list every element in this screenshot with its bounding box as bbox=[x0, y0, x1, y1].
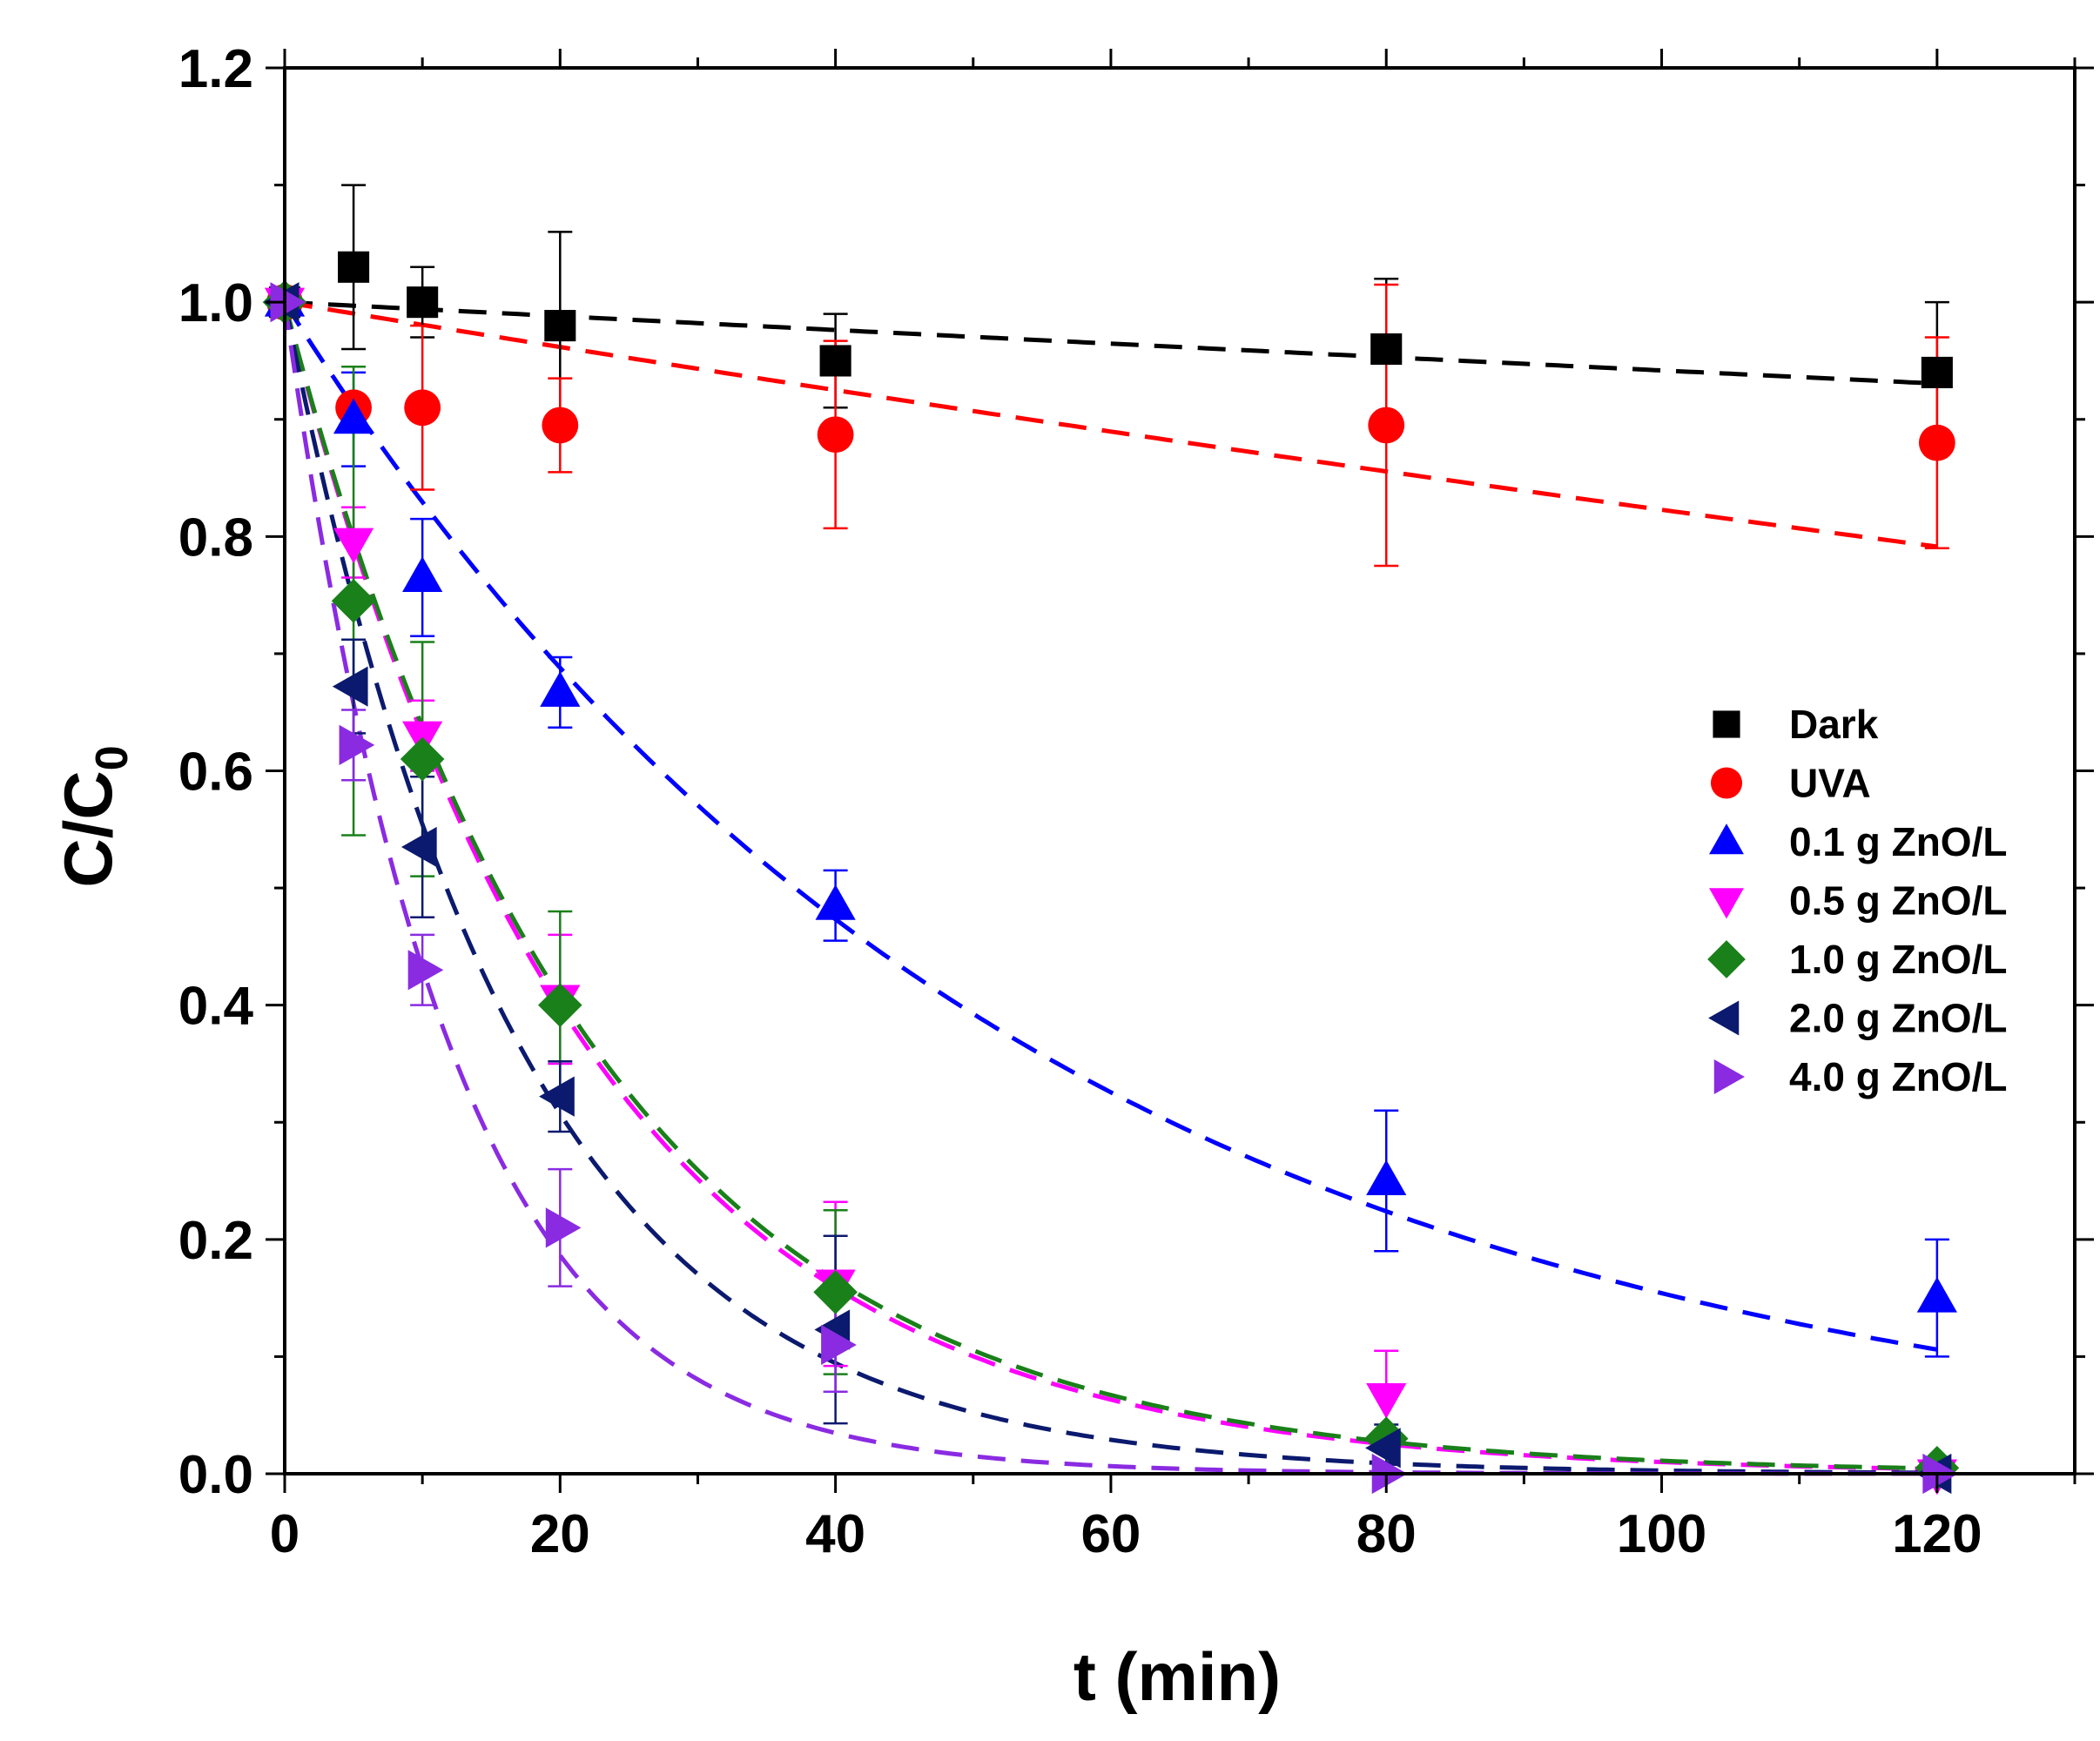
x-tick-label: 20 bbox=[530, 1504, 590, 1564]
data-point bbox=[538, 983, 582, 1027]
data-point bbox=[404, 389, 441, 427]
legend-label: 4.0 g ZnO/L bbox=[1789, 1054, 2007, 1099]
data-point bbox=[332, 666, 368, 707]
data-point bbox=[333, 528, 374, 564]
error-bars bbox=[341, 184, 1949, 1473]
data-point bbox=[400, 736, 445, 782]
data-point bbox=[331, 579, 376, 623]
data-point bbox=[545, 1207, 582, 1248]
x-tick-label: 100 bbox=[1617, 1504, 1706, 1564]
data-point bbox=[333, 398, 374, 434]
data-point bbox=[540, 671, 581, 707]
data-point bbox=[1918, 424, 1955, 461]
y-tick-label: 0.8 bbox=[178, 508, 253, 568]
data-point bbox=[338, 251, 370, 283]
x-tick-label: 0 bbox=[270, 1504, 300, 1564]
fit-curve bbox=[284, 299, 1937, 387]
y-tick-label: 0.2 bbox=[178, 1211, 253, 1271]
x-tick-label: 40 bbox=[805, 1504, 865, 1564]
fit-curve bbox=[282, 301, 1937, 1471]
fit-curve bbox=[282, 301, 1937, 1475]
data-point bbox=[1916, 1276, 1957, 1313]
data-point bbox=[270, 282, 306, 323]
fit-curves bbox=[282, 299, 1938, 1476]
data-point bbox=[544, 310, 576, 342]
legend-marker bbox=[1707, 940, 1746, 978]
y-axis-title: C/C0 bbox=[50, 745, 138, 887]
data-point bbox=[1368, 407, 1405, 444]
data-point bbox=[1366, 1383, 1407, 1419]
axes: 0 20 40 60 80 100 120 0.0 0.2 0.4 0.6 0.8 1.0 1.2 bbox=[178, 39, 2094, 1564]
data-point bbox=[815, 884, 856, 920]
fit-curve bbox=[282, 300, 1938, 1352]
data-point bbox=[1921, 356, 1953, 388]
legend-label: 0.5 g ZnO/L bbox=[1789, 878, 2007, 924]
data-point bbox=[1366, 1160, 1407, 1196]
legend-marker bbox=[1713, 1059, 1745, 1094]
legend-marker bbox=[1708, 1000, 1740, 1036]
legend-marker bbox=[1709, 888, 1744, 919]
legend-label: 1.0 g ZnO/L bbox=[1789, 937, 2007, 982]
x-tick-label: 80 bbox=[1356, 1504, 1417, 1564]
fit-curve bbox=[282, 301, 1937, 1472]
y-axis-title-main: C/C bbox=[50, 770, 126, 887]
fit-curve bbox=[282, 301, 1937, 1476]
y-tick-label: 0.4 bbox=[178, 977, 254, 1037]
legend: Dark UVA 0.1 g ZnO/L 0.5 g ZnO/L 1.0 g ZnO/L… bbox=[1707, 702, 2007, 1099]
data-point bbox=[1365, 1428, 1401, 1469]
legend-label: UVA bbox=[1789, 761, 1871, 806]
data-point bbox=[407, 950, 444, 991]
data-point bbox=[402, 556, 443, 592]
legend-marker bbox=[1709, 823, 1744, 855]
data-point bbox=[339, 724, 375, 765]
data-point bbox=[813, 1270, 858, 1314]
data-point bbox=[542, 407, 579, 444]
x-tick-label: 60 bbox=[1080, 1504, 1141, 1564]
data-point bbox=[407, 286, 439, 319]
fit-curve bbox=[284, 299, 1938, 549]
y-tick-label: 0.0 bbox=[178, 1445, 253, 1505]
y-axis-title-subscript: 0 bbox=[87, 745, 138, 770]
x-tick-label: 120 bbox=[1892, 1504, 1982, 1564]
data-markers bbox=[262, 251, 1960, 1496]
data-point bbox=[400, 826, 437, 868]
data-point bbox=[819, 345, 851, 377]
data-point bbox=[821, 1324, 857, 1366]
data-point bbox=[1370, 333, 1403, 366]
legend-marker bbox=[1710, 767, 1743, 799]
legend-marker bbox=[1713, 710, 1740, 738]
legend-label: Dark bbox=[1789, 702, 1879, 747]
legend-label: 2.0 g ZnO/L bbox=[1789, 996, 2007, 1041]
y-tick-label: 1.0 bbox=[178, 273, 253, 333]
x-axis-title: t (min) bbox=[1074, 1638, 1281, 1715]
data-point bbox=[539, 1076, 575, 1117]
y-tick-label: 1.2 bbox=[178, 39, 253, 99]
y-tick-label: 0.6 bbox=[178, 743, 253, 803]
data-point bbox=[817, 416, 854, 454]
legend-label: 0.1 g ZnO/L bbox=[1789, 819, 2007, 864]
